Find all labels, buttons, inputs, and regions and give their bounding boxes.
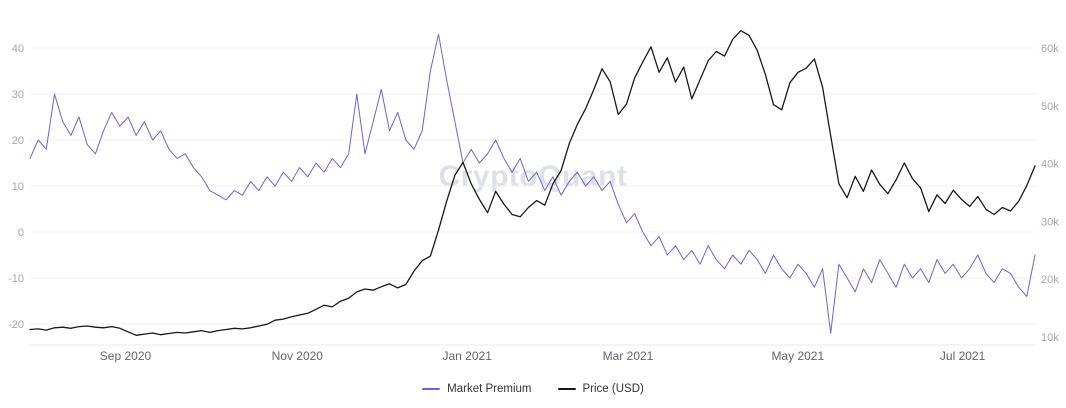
y-axis-tick-left: -20: [8, 319, 24, 331]
y-axis-tick-left: 20: [12, 135, 24, 147]
y-axis-tick-right: 20k: [1041, 274, 1059, 286]
y-axis-tick-left: 40: [12, 43, 24, 55]
legend: Market Premium Price (USD): [0, 370, 1066, 408]
y-axis-tick-left: 10: [12, 181, 24, 193]
legend-item-market-premium[interactable]: Market Premium: [422, 383, 532, 395]
y-axis-tick-left: 0: [18, 227, 24, 239]
y-axis-tick-right: 60k: [1041, 43, 1059, 55]
price-usd-line-swatch: [557, 388, 576, 390]
x-axis-tick: Jan 2021: [443, 349, 493, 363]
legend-label-price-usd: Price (USD): [582, 383, 644, 395]
y-axis-tick-left: -10: [8, 273, 24, 285]
chart-canvas: -20 -10 0 10 20 30 40 10k 20k 30k 40k 50k 60k Sep 202…: [8, 30, 1059, 363]
x-axis-tick: Jul 2021: [940, 349, 986, 363]
legend-item-price-usd[interactable]: Price (USD): [557, 383, 644, 395]
y-axis-tick-right: 30k: [1041, 216, 1059, 228]
x-axis-tick: Mar 2021: [603, 349, 654, 363]
legend-label-market-premium: Market Premium: [447, 383, 532, 395]
price-line: [29, 30, 1036, 336]
y-axis-tick-right: 40k: [1041, 159, 1059, 171]
x-axis-tick: Sep 2020: [100, 349, 152, 363]
market-premium-line: [29, 33, 1036, 334]
y-axis-tick-right: 50k: [1041, 101, 1059, 113]
market-premium-line-swatch: [422, 388, 441, 390]
x-axis-tick: May 2021: [771, 349, 824, 363]
y-axis-tick-left: 30: [12, 89, 24, 101]
x-axis-tick: Nov 2020: [272, 349, 324, 363]
y-axis-tick-right: 10k: [1041, 332, 1059, 344]
